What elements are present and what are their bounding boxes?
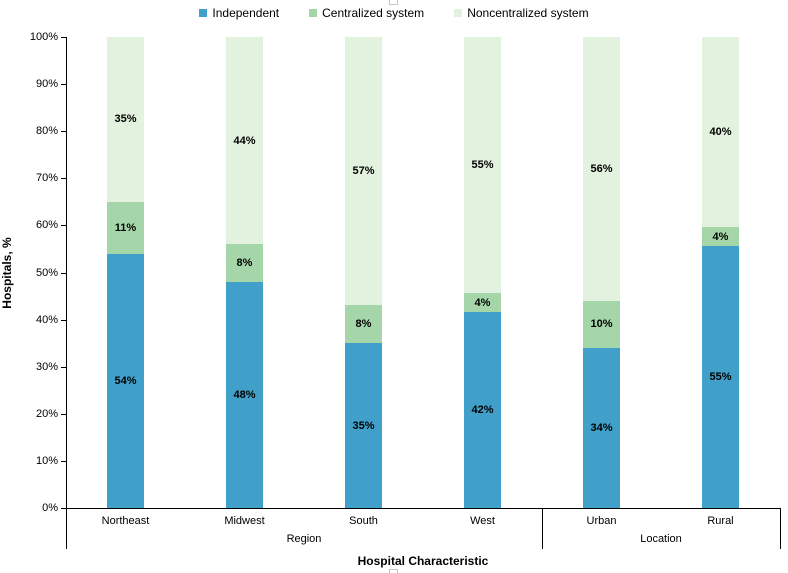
y-axis-tick-label: 60% (35, 219, 58, 231)
y-axis-tick-label: 90% (35, 78, 58, 90)
selection-handle-bottom (389, 569, 398, 573)
bar-segment-noncentralized-system (464, 37, 501, 294)
bar-value-label: 56% (590, 163, 613, 175)
y-axis-tick (61, 508, 66, 509)
y-axis-tick-label: 10% (35, 455, 58, 467)
y-axis-tick (61, 84, 66, 85)
group-label-region: Region (286, 533, 322, 545)
bar-value-label: 55% (709, 371, 732, 383)
bar-segment-independent (702, 246, 739, 508)
y-axis-tick (61, 131, 66, 132)
group-separator (542, 508, 543, 549)
bar-segment-noncentralized-system (583, 37, 620, 301)
y-axis-tick-label: 50% (35, 267, 58, 279)
y-axis-tick-label: 40% (35, 314, 58, 326)
legend-swatch-icon (199, 9, 208, 17)
category-label-urban: Urban (586, 515, 617, 527)
bar-segment-centralized-system (583, 300, 620, 348)
legend-item: Noncentralized system (454, 6, 589, 20)
bar-segment-centralized-system (107, 201, 144, 254)
legend-label: Centralized system (322, 6, 425, 20)
bar-value-label: 54% (114, 375, 137, 387)
bar-segment-independent (107, 253, 144, 508)
bar-value-label: 57% (352, 165, 375, 177)
y-axis-tick-label: 0% (42, 502, 58, 514)
bar-segment-independent (464, 312, 501, 508)
bar-segment-centralized-system (702, 227, 739, 247)
bar-value-label: 35% (114, 113, 137, 125)
y-axis-tick (61, 273, 66, 274)
bar-value-label: 4% (712, 231, 729, 243)
category-label-northeast: Northeast (101, 515, 150, 527)
bar-value-label: 44% (233, 135, 256, 147)
bar-segment-noncentralized-system (345, 37, 382, 306)
y-axis-tick (61, 367, 66, 368)
selection-handle-top (389, 0, 398, 5)
y-axis-tick (61, 320, 66, 321)
y-axis-tick-label: 30% (35, 361, 58, 373)
y-axis-tick (61, 178, 66, 179)
legend-label: Independent (212, 6, 280, 20)
bar-value-label: 11% (114, 222, 137, 234)
group-label-location: Location (640, 533, 682, 545)
bar-value-label: 48% (233, 389, 256, 401)
category-label-south: South (349, 515, 378, 527)
bar-value-label: 8% (236, 257, 253, 269)
bar-segment-noncentralized-system (702, 37, 739, 228)
bar-value-label: 10% (590, 318, 613, 330)
bar-value-label: 35% (352, 420, 375, 432)
bar-value-label: 42% (471, 404, 494, 416)
bar-value-label: 4% (474, 297, 491, 309)
category-label-rural: Rural (707, 515, 734, 527)
bar-segment-independent (226, 281, 263, 508)
y-axis-tick-label: 80% (35, 125, 58, 137)
bar-value-label: 34% (590, 422, 613, 434)
bar-segment-centralized-system (464, 293, 501, 313)
bar-segment-centralized-system (226, 244, 263, 282)
bar-segment-noncentralized-system (107, 37, 144, 202)
bar-value-label: 40% (709, 126, 732, 138)
category-label-west: West (470, 515, 495, 527)
y-axis-line (66, 37, 67, 549)
y-axis-tick (61, 414, 66, 415)
y-axis-tick (61, 37, 66, 38)
y-axis-tick (61, 225, 66, 226)
bar-segment-noncentralized-system (226, 37, 263, 245)
legend-item: Centralized system (309, 6, 424, 20)
legend: Independent Centralized system Noncentrali… (0, 6, 788, 20)
category-label-midwest: Midwest (224, 515, 265, 527)
legend-item: Independent (199, 6, 279, 20)
x-axis-line (66, 508, 780, 509)
legend-swatch-icon (309, 9, 318, 17)
bar-segment-independent (345, 343, 382, 508)
x-axis-title: Hospital Characteristic (357, 554, 489, 568)
y-axis-tick-label: 20% (35, 408, 58, 420)
bar-value-label: 55% (471, 159, 494, 171)
legend-swatch-icon (454, 9, 463, 17)
bar-segment-centralized-system (345, 305, 382, 344)
y-axis-tick-label: 100% (29, 31, 58, 43)
bar-value-label: 8% (355, 318, 372, 330)
legend-label: Noncentralized system (467, 6, 589, 20)
y-axis-tick-label: 70% (35, 172, 58, 184)
y-axis-tick (61, 461, 66, 462)
bar-segment-independent (583, 347, 620, 508)
group-separator (780, 508, 781, 549)
